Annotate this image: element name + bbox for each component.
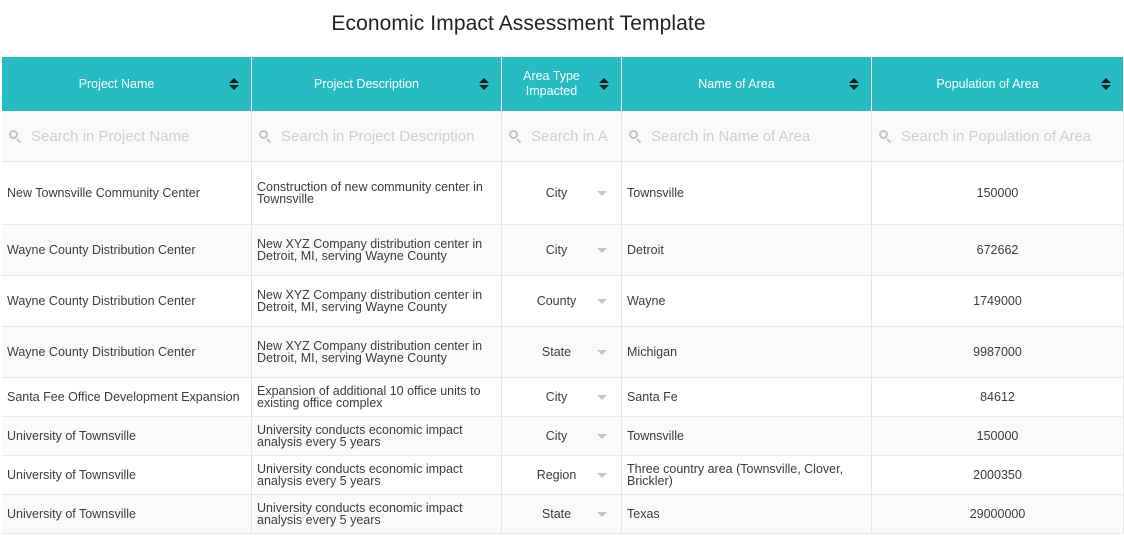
project-name-cell: University of Townsville [2, 417, 252, 456]
table-row[interactable]: New Townsville Community Center Construc… [2, 162, 1124, 225]
project-name-cell: Wayne County Distribution Center [2, 327, 252, 378]
area-type-value: City [545, 243, 568, 257]
population-cell: 29000000 [872, 495, 1124, 534]
search-input-name-of-area[interactable] [651, 127, 865, 145]
area-type-value: City [545, 186, 568, 200]
project-description-cell: New XYZ Company distribution center in D… [252, 327, 502, 378]
population-cell: 150000 [872, 162, 1124, 225]
sort-icon[interactable] [479, 78, 489, 90]
chevron-down-icon [597, 247, 607, 253]
search-icon [508, 129, 522, 144]
page-title: Economic Impact Assessment Template [331, 12, 706, 35]
table-row[interactable]: University of Townsville University cond… [2, 495, 1124, 534]
filter-cell [252, 111, 502, 162]
area-type-dropdown[interactable]: State [502, 495, 622, 534]
population-cell: 150000 [872, 417, 1124, 456]
area-type-dropdown[interactable]: County [502, 276, 622, 327]
area-type-dropdown[interactable]: City [502, 162, 622, 225]
project-description-cell: Construction of new community center in … [252, 162, 502, 225]
population-cell: 9987000 [872, 327, 1124, 378]
population-cell: 84612 [872, 378, 1124, 417]
name-of-area-cell: Wayne [622, 276, 872, 327]
filter-cell [872, 111, 1124, 162]
area-type-value: State [541, 345, 572, 359]
table-row[interactable]: University of Townsville University cond… [2, 417, 1124, 456]
search-input-project-name[interactable] [31, 127, 245, 145]
sort-icon[interactable] [849, 78, 859, 90]
search-icon [258, 129, 272, 144]
column-header-label: Project Description [314, 76, 419, 91]
search-input-project-description[interactable] [281, 127, 495, 145]
column-header-label: Name of Area [698, 76, 775, 91]
filter-row [2, 111, 1124, 162]
project-description-cell: University conducts economic impact anal… [252, 456, 502, 495]
column-header-label: Area Type Impacted [523, 69, 580, 98]
search-icon [628, 129, 642, 144]
filter-cell [502, 111, 622, 162]
project-name-cell: Wayne County Distribution Center [2, 225, 252, 276]
chevron-down-icon [597, 472, 607, 478]
project-name-cell: Wayne County Distribution Center [2, 276, 252, 327]
chevron-down-icon [597, 190, 607, 196]
area-type-value: City [545, 429, 568, 443]
column-header-population[interactable]: Population of Area [872, 57, 1124, 111]
sort-icon[interactable] [599, 78, 609, 90]
area-type-dropdown[interactable]: Region [502, 456, 622, 495]
column-header-label: Project Name [78, 76, 155, 91]
sort-icon[interactable] [1101, 78, 1111, 90]
search-icon [8, 129, 22, 144]
chevron-down-icon [597, 511, 607, 517]
project-name-cell: University of Townsville [2, 456, 252, 495]
population-cell: 1749000 [872, 276, 1124, 327]
name-of-area-cell: Townsville [622, 417, 872, 456]
project-description-cell: University conducts economic impact anal… [252, 495, 502, 534]
project-name-cell: Santa Fee Office Development Expansion [2, 378, 252, 417]
data-table: Project Name Project Description Area Ty… [2, 57, 1124, 534]
population-cell: 2000350 [872, 456, 1124, 495]
table-row[interactable]: Wayne County Distribution Center New XYZ… [2, 327, 1124, 378]
filter-cell [622, 111, 872, 162]
area-type-value: City [545, 390, 568, 404]
project-name-cell: University of Townsville [2, 495, 252, 534]
header-row: Project Name Project Description Area Ty… [2, 57, 1124, 111]
project-description-cell: New XYZ Company distribution center in D… [252, 225, 502, 276]
area-type-value: Region [536, 468, 577, 482]
column-header-project-description[interactable]: Project Description [252, 57, 502, 111]
column-header-project-name[interactable]: Project Name [2, 57, 252, 111]
name-of-area-cell: Townsville [622, 162, 872, 225]
column-header-label: Population of Area [936, 76, 1039, 91]
table-row[interactable]: Wayne County Distribution Center New XYZ… [2, 276, 1124, 327]
search-input-population[interactable] [901, 127, 1117, 145]
search-input-area-type[interactable] [531, 127, 615, 145]
column-header-name-of-area[interactable]: Name of Area [622, 57, 872, 111]
name-of-area-cell: Texas [622, 495, 872, 534]
name-of-area-cell: Santa Fe [622, 378, 872, 417]
search-icon [878, 129, 892, 144]
sort-icon[interactable] [229, 78, 239, 90]
chevron-down-icon [597, 394, 607, 400]
project-description-cell: University conducts economic impact anal… [252, 417, 502, 456]
name-of-area-cell: Three country area (Townsville, Clover, … [622, 456, 872, 495]
area-type-value: County [536, 294, 577, 308]
project-name-cell: New Townsville Community Center [2, 162, 252, 225]
project-description-cell: New XYZ Company distribution center in D… [252, 276, 502, 327]
table-row[interactable]: Santa Fee Office Development Expansion E… [2, 378, 1124, 417]
name-of-area-cell: Michigan [622, 327, 872, 378]
chevron-down-icon [597, 298, 607, 304]
chevron-down-icon [597, 349, 607, 355]
population-cell: 672662 [872, 225, 1124, 276]
area-type-dropdown[interactable]: City [502, 417, 622, 456]
column-header-area-type[interactable]: Area Type Impacted [502, 57, 622, 111]
area-type-dropdown[interactable]: City [502, 225, 622, 276]
area-type-dropdown[interactable]: State [502, 327, 622, 378]
table-row[interactable]: University of Townsville University cond… [2, 456, 1124, 495]
area-type-value: State [541, 507, 572, 521]
filter-cell [2, 111, 252, 162]
name-of-area-cell: Detroit [622, 225, 872, 276]
table-row[interactable]: Wayne County Distribution Center New XYZ… [2, 225, 1124, 276]
project-description-cell: Expansion of additional 10 office units … [252, 378, 502, 417]
area-type-dropdown[interactable]: City [502, 378, 622, 417]
chevron-down-icon [597, 433, 607, 439]
